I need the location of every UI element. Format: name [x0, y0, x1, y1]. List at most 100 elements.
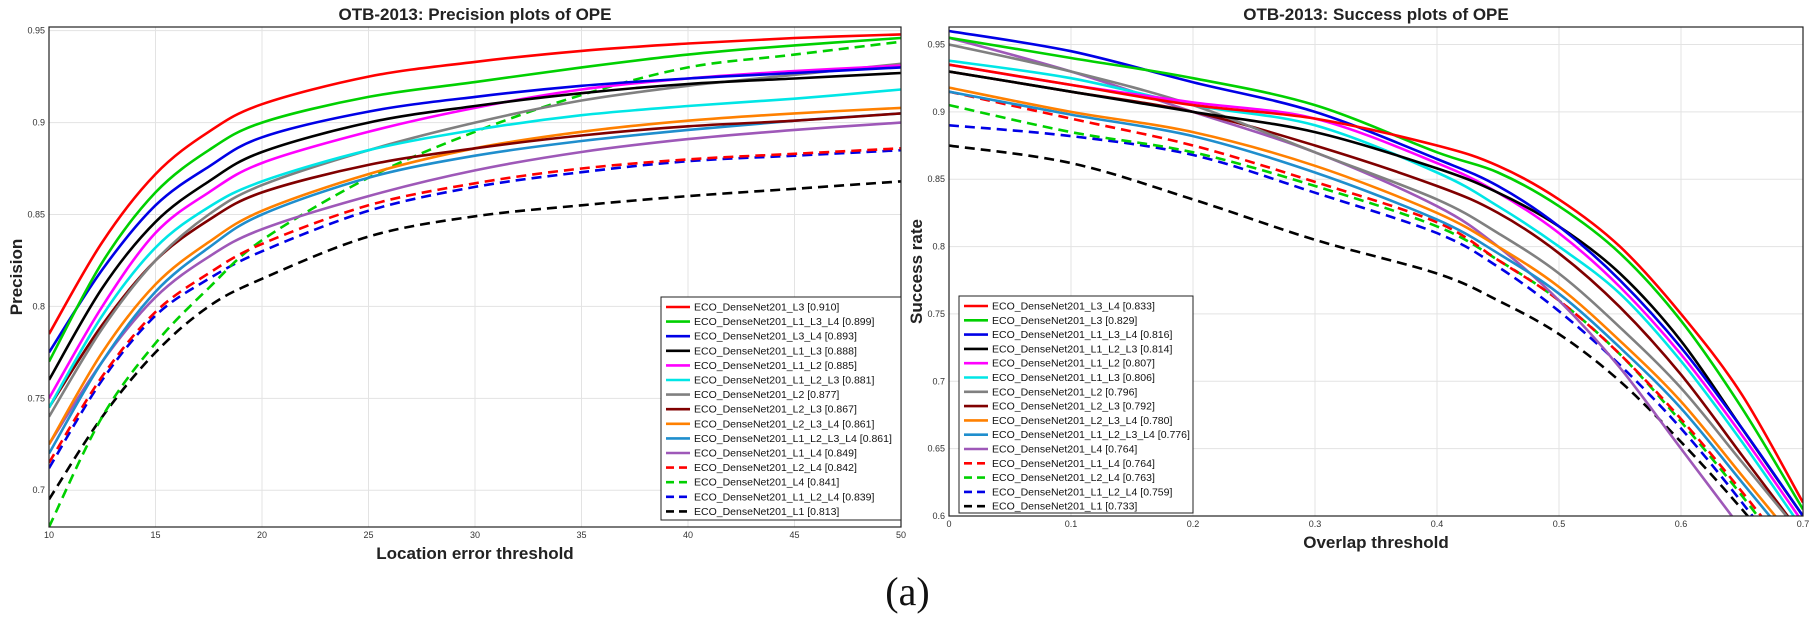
- series-line: [49, 121, 901, 446]
- legend-entry: ECO_DenseNet201_L1_L2_L4 [0.839]: [694, 491, 874, 503]
- x-tick-label: 15: [150, 530, 160, 540]
- success-y-axis-label: Success rate: [907, 219, 926, 324]
- y-tick-label: 0.65: [927, 444, 945, 454]
- x-tick-label: 0.2: [1187, 519, 1200, 529]
- legend-entry: ECO_DenseNet201_L1_L3_L4 [0.816]: [992, 329, 1172, 341]
- x-tick-label: 0.4: [1431, 519, 1444, 529]
- legend-entry: ECO_DenseNet201_L2_L3_L4 [0.780]: [992, 415, 1172, 427]
- legend-entry: ECO_DenseNet201_L1 [0.813]: [694, 506, 839, 518]
- legend-entry: ECO_DenseNet201_L3_L4 [0.893]: [694, 331, 857, 343]
- legend-entry: ECO_DenseNet201_L1_L2 [0.807]: [992, 358, 1155, 370]
- series-line: [949, 90, 1763, 516]
- legend-entry: ECO_DenseNet201_L3 [0.910]: [694, 302, 839, 314]
- x-tick-label: 20: [257, 530, 267, 540]
- legend-entry: ECO_DenseNet201_L1_L2_L4 [0.759]: [992, 486, 1172, 498]
- series-line: [949, 36, 1803, 510]
- series-line: [49, 66, 901, 354]
- x-tick-label: 45: [789, 530, 799, 540]
- legend-entry: ECO_DenseNet201_L1 [0.733]: [992, 501, 1137, 513]
- success-chart-title: OTB-2013: Success plots of OPE: [1243, 5, 1508, 24]
- success-axes-frame: [948, 26, 1804, 517]
- y-tick-label: 0.95: [927, 40, 945, 50]
- series-line: [49, 71, 901, 381]
- legend-entry: ECO_DenseNet201_L2 [0.877]: [694, 389, 839, 401]
- series-line: [49, 106, 901, 445]
- precision-x-axis-label: Location error threshold: [376, 544, 573, 563]
- x-tick-label: 0.1: [1065, 519, 1078, 529]
- precision-legend: ECO_DenseNet201_L3 [0.910] ECO_DenseNet20…: [660, 296, 902, 521]
- x-tick-label: 30: [470, 530, 480, 540]
- y-tick-label: 0.85: [27, 210, 45, 220]
- y-tick-label: 0.7: [932, 376, 945, 386]
- legend-entry: ECO_DenseNet201_L1_L4 [0.849]: [694, 448, 857, 460]
- series-line: [49, 40, 901, 527]
- legend-entry: ECO_DenseNet201_L4 [0.841]: [694, 477, 839, 489]
- legend-entry: ECO_DenseNet201_L1_L2_L3 [0.814]: [992, 343, 1172, 355]
- series-line: [949, 63, 1803, 504]
- series-line: [49, 33, 901, 335]
- series-line: [49, 148, 901, 469]
- y-tick-label: 0.6: [932, 511, 945, 521]
- series-line: [949, 70, 1803, 516]
- legend-entry: ECO_DenseNet201_L1_L4 [0.764]: [992, 458, 1155, 470]
- series-line: [949, 59, 1796, 516]
- legend-entry: ECO_DenseNet201_L1_L3 [0.888]: [694, 345, 857, 357]
- legend-entry: ECO_DenseNet201_L3_L4 [0.833]: [992, 301, 1155, 313]
- y-tick-label: 0.9: [932, 107, 945, 117]
- success-chart: 0 0.1 0.2 0.3 0.4 0.5 0.6 0.7 0.6 0.65 0.7 0.75 0.8 0…: [907, 5, 1810, 552]
- x-tick-label: 25: [363, 530, 373, 540]
- y-tick-label: 0.85: [927, 174, 945, 184]
- series-line: [949, 86, 1777, 516]
- legend-entry: ECO_DenseNet201_L1_L3_L4 [0.899]: [694, 316, 874, 328]
- y-tick-label: 0.9: [32, 118, 45, 128]
- precision-chart-title: OTB-2013: Precision plots of OPE: [338, 5, 611, 24]
- success-x-axis-label: Overlap threshold: [1303, 533, 1448, 552]
- legend-entry: ECO_DenseNet201_L1_L3 [0.806]: [992, 372, 1155, 384]
- series-line: [49, 88, 901, 409]
- y-tick-label: 0.8: [32, 301, 45, 311]
- series-line: [49, 36, 901, 363]
- series-line: [49, 180, 901, 501]
- figure-caption: (a): [885, 569, 930, 614]
- legend-entry: ECO_DenseNet201_L2_L3 [0.792]: [992, 401, 1155, 413]
- legend-box: [660, 296, 902, 521]
- legend-entry: ECO_DenseNet201_L4 [0.764]: [992, 444, 1137, 456]
- legend-entry: ECO_DenseNet201_L2_L4 [0.842]: [694, 462, 857, 474]
- y-tick-label: 0.75: [27, 393, 45, 403]
- series-line: [949, 124, 1755, 516]
- legend-entry: ECO_DenseNet201_L1_L2_L3_L4 [0.861]: [694, 433, 892, 445]
- legend-entry: ECO_DenseNet201_L2_L3_L4 [0.861]: [694, 418, 874, 430]
- y-tick-label: 0.95: [27, 26, 45, 36]
- precision-series-group: [49, 33, 901, 527]
- legend-entry: ECO_DenseNet201_L2_L3 [0.867]: [694, 404, 857, 416]
- x-tick-label: 0.3: [1309, 519, 1322, 529]
- series-line: [949, 90, 1772, 516]
- y-tick-label: 0.8: [932, 242, 945, 252]
- x-tick-label: 0.5: [1553, 519, 1566, 529]
- y-tick-label: 0.7: [32, 485, 45, 495]
- x-tick-label: 35: [576, 530, 586, 540]
- legend-entry: ECO_DenseNet201_L2_L4 [0.763]: [992, 472, 1155, 484]
- x-tick-label: 50: [896, 530, 906, 540]
- legend-entry: ECO_DenseNet201_L3 [0.829]: [992, 315, 1137, 327]
- series-line: [949, 144, 1750, 516]
- series-line: [949, 43, 1789, 516]
- x-tick-label: 10: [44, 530, 54, 540]
- precision-axes-frame: [48, 26, 902, 528]
- legend-box: [958, 295, 1194, 514]
- legend-entry: ECO_DenseNet201_L1_L2_L3_L4 [0.776]: [992, 429, 1190, 441]
- y-tick-label: 0.75: [927, 309, 945, 319]
- series-line: [49, 147, 901, 464]
- x-tick-label: 0: [946, 519, 951, 529]
- precision-y-axis-label: Precision: [7, 239, 26, 316]
- success-series-group: [949, 29, 1803, 516]
- precision-chart: 10 15 20 25 30 35 40 45 50 0.7 0.75 0.8 0.85 0.9 0.95 O…: [7, 5, 906, 563]
- success-legend: ECO_DenseNet201_L3_L4 [0.833] ECO_DenseNe…: [958, 295, 1194, 514]
- legend-entry: ECO_DenseNet201_L1_L2 [0.885]: [694, 360, 857, 372]
- x-tick-label: 0.7: [1797, 519, 1810, 529]
- x-tick-label: 0.6: [1675, 519, 1688, 529]
- series-line: [49, 112, 901, 455]
- legend-entry: ECO_DenseNet201_L1_L2_L3 [0.881]: [694, 375, 874, 387]
- legend-entry: ECO_DenseNet201_L2 [0.796]: [992, 386, 1137, 398]
